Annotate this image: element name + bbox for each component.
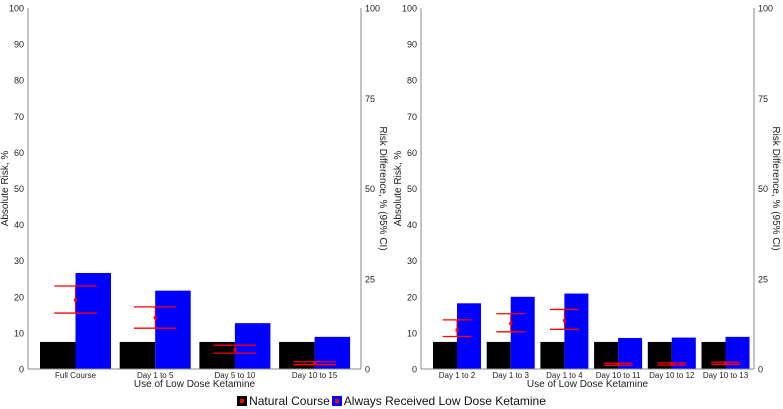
y-tick-label: 40: [14, 220, 24, 230]
y-tick-label: 10: [14, 328, 24, 338]
chart: 01020304050607080901000255075100Absolute…: [0, 4, 781, 391]
y-tick-label: 60: [407, 148, 417, 158]
bar-natural-course: [486, 341, 511, 369]
bar-natural-course: [540, 341, 565, 369]
x-tick-label: Day 10 to 15: [292, 371, 338, 380]
y-tick-label: 60: [14, 148, 24, 158]
y-tick-label: 20: [407, 292, 417, 302]
bar-natural-course: [119, 341, 156, 369]
y-tick-label: 80: [407, 76, 417, 86]
y-tick-label: 50: [407, 184, 417, 194]
bar-natural-course: [199, 341, 235, 369]
legend-swatch-natural-course: [237, 395, 248, 406]
risk-difference-point: [509, 322, 513, 326]
x-tick-label: Day 1 to 3: [492, 371, 529, 380]
x-tick-label: Day 5 to 10: [214, 371, 255, 380]
x-axis-title: Use of Low Dose Ketamine: [527, 379, 649, 390]
risk-difference-point: [153, 316, 157, 320]
legend-label-always-received: Always Received Low Dose Ketamine: [343, 393, 546, 408]
y-right-tick-label: 75: [758, 94, 768, 104]
risk-difference-point: [455, 328, 459, 332]
y-right-tick-label: 50: [758, 184, 768, 194]
risk-difference-point: [74, 298, 77, 302]
y-tick-label: 30: [14, 256, 24, 266]
bar-natural-course: [433, 341, 457, 369]
y-right-tick-label: 0: [365, 365, 370, 375]
risk-difference-point: [616, 362, 620, 366]
y-axis-title: Absolute Risk, %: [393, 151, 404, 227]
x-tick-label: Day 1 to 5: [137, 371, 174, 380]
bar-always-received: [671, 337, 696, 369]
legend-swatch-always-received: [331, 395, 342, 406]
risk-difference-point: [313, 361, 317, 365]
y-tick-label: 10: [407, 328, 417, 338]
y-tick-label: 100: [9, 4, 24, 14]
y-tick-label: 70: [14, 112, 24, 122]
x-tick-label: Day 10 to 12: [649, 371, 695, 380]
y-right-tick-label: 50: [365, 184, 375, 194]
legend: Natural Course Always Received Low Dose K…: [0, 393, 783, 408]
y-right-axis-title: Risk Difference, % (95% CI): [377, 126, 388, 250]
bar-always-received: [725, 336, 750, 369]
y-tick-label: 20: [14, 292, 24, 302]
bar-always-received: [618, 337, 643, 369]
y-right-tick-label: 75: [365, 94, 375, 104]
x-tick-label: Full Course: [55, 371, 96, 380]
bar-natural-course: [594, 341, 619, 369]
y-tick-label: 70: [407, 112, 417, 122]
y-right-tick-label: 0: [758, 365, 763, 375]
x-tick-label: Day 10 to 13: [703, 371, 749, 380]
x-tick-label: Day 1 to 2: [439, 371, 476, 380]
bar-always-received: [234, 323, 271, 369]
y-right-tick-label: 25: [365, 274, 375, 284]
x-tick-label: Day 1 to 4: [546, 371, 583, 380]
risk-difference-point: [562, 319, 566, 323]
bar-natural-course: [40, 341, 76, 369]
risk-difference-point: [233, 348, 237, 352]
x-axis-title: Use of Low Dose Ketamine: [134, 379, 256, 390]
y-tick-label: 0: [19, 365, 24, 375]
y-axis-title: Absolute Risk, %: [0, 151, 11, 227]
y-tick-label: 40: [407, 220, 417, 230]
y-right-axis-title: Risk Difference, % (95% CI): [770, 126, 781, 250]
y-tick-label: 90: [14, 40, 24, 50]
risk-difference-point: [670, 362, 674, 366]
bar-always-received: [510, 296, 535, 369]
bar-always-received: [314, 336, 351, 369]
y-tick-label: 100: [402, 4, 417, 14]
y-right-tick-label: 25: [758, 274, 768, 284]
y-right-tick-label: 100: [365, 4, 380, 14]
bar-always-received: [75, 272, 111, 369]
y-tick-label: 50: [14, 184, 24, 194]
x-tick-label: Day 10 to 11: [596, 371, 641, 380]
y-tick-label: 80: [14, 76, 24, 86]
bar-always-received: [155, 290, 191, 369]
y-tick-label: 0: [412, 365, 417, 375]
legend-label-natural-course: Natural Course: [249, 393, 330, 408]
y-tick-label: 30: [407, 256, 417, 266]
y-right-tick-label: 100: [758, 4, 773, 14]
y-tick-label: 90: [407, 40, 417, 50]
bar-always-received: [564, 293, 589, 369]
risk-difference-point: [724, 361, 727, 365]
